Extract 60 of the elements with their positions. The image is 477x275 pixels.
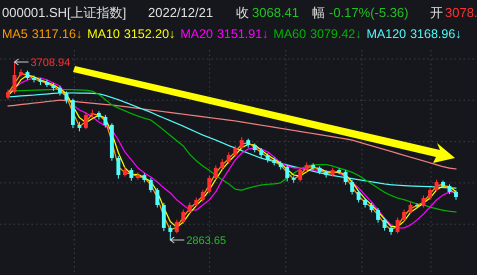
candlestick [428,187,432,200]
candlestick [103,114,108,128]
candlestick [363,198,368,208]
candlestick [148,178,153,193]
candlestick [188,202,192,214]
text: 3068.41 [252,5,299,20]
candlestick [84,112,88,130]
candlestick [434,179,438,192]
candlestick [122,166,127,178]
candlestick [220,158,224,170]
text: 3168.96↓ [410,27,462,41]
text: MA5 [2,27,28,41]
text: MA120 [366,27,406,41]
text: MA20 [180,27,214,41]
candlestick [266,152,270,163]
candlestick [246,138,250,148]
candlestick [370,202,374,213]
candlestick [285,164,290,182]
text: 收 [236,5,249,20]
text: 2022/12/21 [148,5,214,20]
text: 3151.91↓ [216,27,268,41]
candlestick [233,145,238,158]
text: 3079.42↓ [310,27,362,41]
candlestick [174,219,179,234]
candlestick [382,218,387,232]
text: -0.17%(-5.36) [329,5,408,20]
text: MA10 [87,27,120,41]
candlestick [155,188,160,208]
annotation: 2863.65 [186,235,226,247]
candlestick [240,136,244,150]
candlestick [129,168,134,182]
candlestick [298,166,302,182]
candlestick [207,174,212,194]
candlestick [344,170,348,186]
text: 3152.20↓ [124,27,176,41]
candlestick [77,121,82,132]
annotation: 3708.94 [30,57,70,69]
candlestick [356,190,361,203]
candlestick [6,89,10,100]
candlestick [181,209,186,224]
candlestick [226,152,231,164]
candlestick [408,202,412,214]
text: 开 [430,5,443,20]
candlestick [116,156,120,180]
candlestick [26,70,30,80]
candlestick [168,224,172,240]
text: MA60 [273,27,306,41]
candlestick [162,202,166,232]
text: 3078. [445,5,477,20]
text: 3117.16↓ [32,27,82,41]
text: 000001.SH[上证指数] [2,5,126,20]
text: 幅 [312,5,325,20]
candlestick [12,62,16,94]
candlestick [304,162,309,172]
candlestick [330,166,335,178]
candlestick [200,189,205,202]
candlestick [422,194,426,208]
candlestick [402,209,406,222]
candlestick [396,217,400,234]
candlestick [376,208,380,224]
